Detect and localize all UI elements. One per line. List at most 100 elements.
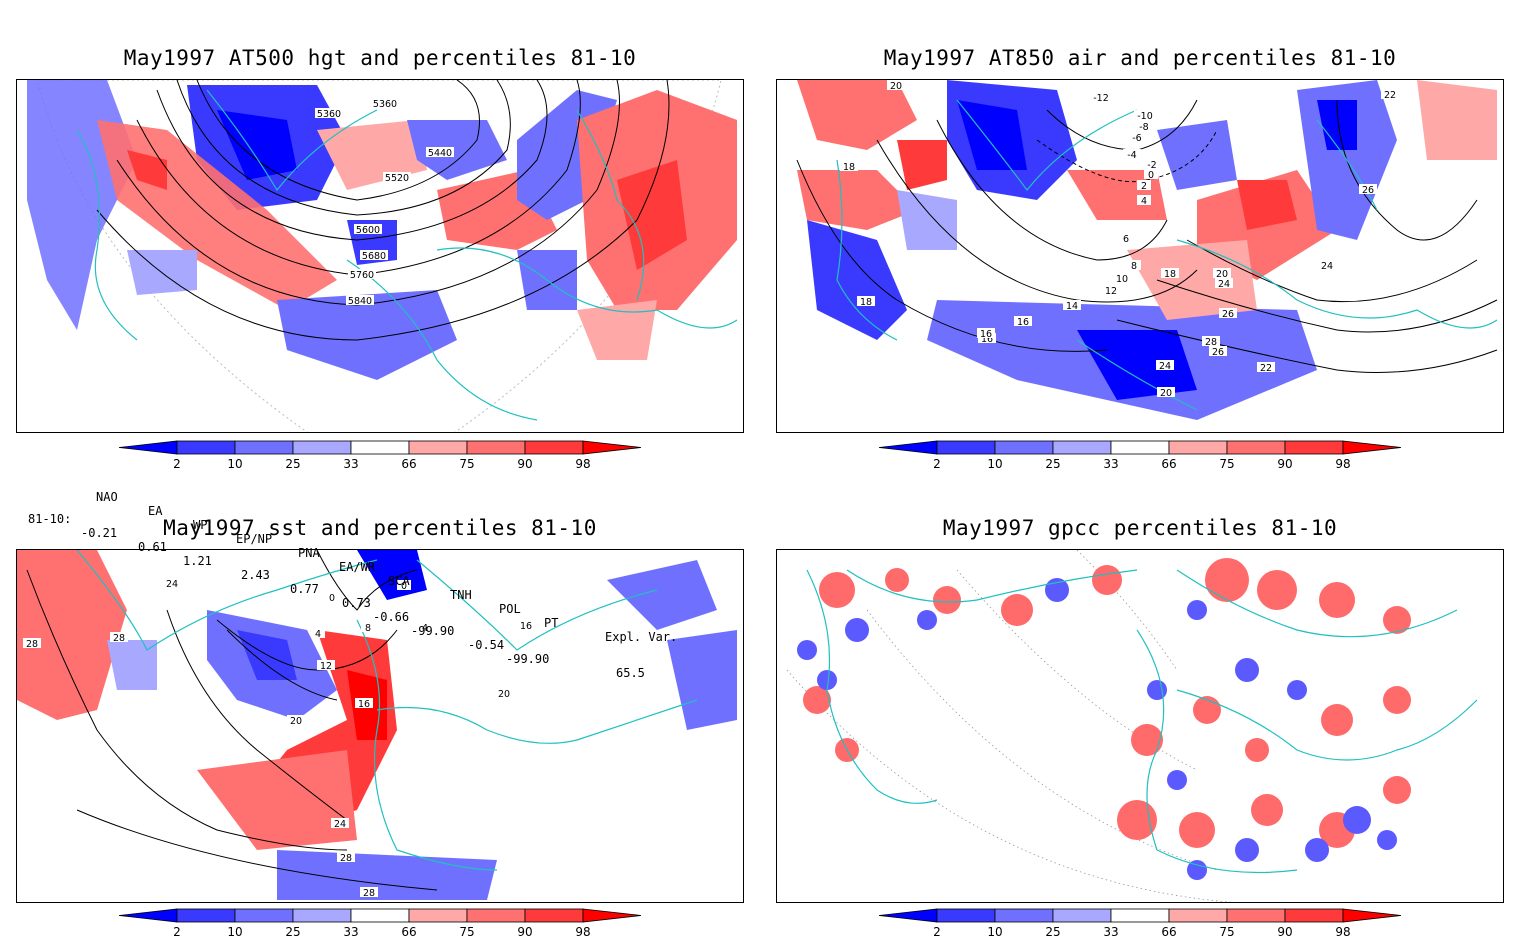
- anomaly-red: [797, 170, 917, 230]
- colorbar-segment: [176, 908, 236, 923]
- index-value-tnh: -99.90: [411, 624, 455, 638]
- contour-label: 18: [860, 297, 872, 308]
- contour-label: 5760: [350, 270, 374, 281]
- colorbar-segment: [1052, 908, 1112, 923]
- colorbar-arrow-high: [582, 440, 642, 455]
- colorbar-segment: [1168, 908, 1228, 923]
- index-header-row: NAO EA WP EP/NP PNA EA/WR SCA TNH POL PT…: [96, 476, 677, 644]
- colorbar-tick-label: 75: [1219, 925, 1234, 939]
- colorbar-segment: [350, 908, 410, 923]
- anomaly-blue: [277, 850, 497, 900]
- colorbar-tick-label: 25: [1045, 457, 1060, 471]
- contour-label: 22: [1384, 90, 1396, 101]
- anomaly-red: [897, 140, 947, 190]
- contour-label: 4: [315, 629, 321, 640]
- colorbar-segment: [292, 440, 352, 455]
- contour-label: 16: [1017, 317, 1029, 328]
- colorbar-segment: [408, 440, 468, 455]
- index-header-wp: WP: [193, 518, 208, 532]
- index-header-pt: PT: [544, 616, 559, 630]
- colorbar-segment: [176, 440, 236, 455]
- colorbar-tick-label: 90: [1277, 457, 1292, 471]
- contour-label: -8: [1139, 122, 1148, 133]
- colorbar-tick-label: 98: [575, 457, 590, 471]
- contour-label: 16: [358, 699, 370, 710]
- colorbar-tick-label: 25: [285, 925, 300, 939]
- anomaly-red: [197, 750, 357, 850]
- colorbar-tick-label: 2: [933, 925, 941, 939]
- anomaly-blue: [607, 560, 717, 630]
- contour-label: 28: [340, 853, 352, 864]
- colorbar-segment: [1284, 440, 1344, 455]
- colorbar-arrow-low: [118, 908, 178, 923]
- contour-label: 26: [1362, 185, 1374, 196]
- index-value-ea: 0.61: [138, 540, 167, 554]
- contour-label: 12: [1105, 286, 1117, 297]
- gpcc-red-speckle: [803, 558, 1411, 848]
- map-panel-hgt: 5360 5360 5440 5520 5600 5680 5760 5840: [16, 79, 744, 433]
- anomaly-red: [617, 160, 687, 270]
- index-header-nao: NAO: [96, 490, 118, 504]
- map-panel-gpcc: [776, 549, 1504, 903]
- contour-label: 20: [1216, 269, 1228, 280]
- anomaly-blue: [1157, 120, 1237, 190]
- colorbar-tick-label: 33: [1103, 457, 1118, 471]
- colorbar-segment: [524, 908, 584, 923]
- map-air: 20 18 18 16 -12 -10 -8 -6 -4 -2 0 2 4 6 …: [796, 80, 1498, 420]
- index-header-tnh: TNH: [450, 588, 472, 602]
- colorbar-segment: [936, 908, 996, 923]
- colorbar-tick-label: 25: [285, 457, 300, 471]
- contour-label: 22: [1260, 363, 1272, 374]
- contour-label: -6: [1132, 133, 1141, 144]
- map-sst: 24 28 28 0 0 4 8 4 12 16 16 20 20 24 28 …: [17, 550, 737, 900]
- anomaly-blue: [217, 110, 297, 180]
- anomaly-blue: [407, 120, 507, 180]
- colorbar-sst: 2 10 25 33 66 75 90 98: [115, 908, 655, 948]
- colorbar-tick-label: 66: [1161, 457, 1176, 471]
- contour-label: -10: [1137, 111, 1153, 122]
- colorbar-tick-label: 90: [1277, 925, 1292, 939]
- colorbar-arrow-low: [878, 440, 938, 455]
- panel-title-hgt: May1997 AT500 hgt and percentiles 81-10: [123, 46, 637, 70]
- colorbar-segment: [936, 440, 996, 455]
- contour-label: 8: [365, 623, 371, 634]
- colorbar-arrow-high: [1342, 908, 1402, 923]
- panel-title-gpcc: May1997 gpcc percentiles 81-10: [942, 516, 1338, 540]
- contour-label: 24: [1159, 361, 1171, 372]
- contour-label: 20: [498, 689, 510, 700]
- colorbar-tick-label: 98: [1335, 457, 1350, 471]
- colorbar-tick-label: 98: [1335, 925, 1350, 939]
- contour-label: 24: [1218, 279, 1230, 290]
- contour-label: -12: [1093, 93, 1109, 104]
- index-value-epnp: 2.43: [241, 568, 270, 582]
- index-header-sca: SCA: [388, 574, 410, 588]
- index-value-pna: 0.77: [290, 582, 319, 596]
- contour-label: 24: [1321, 261, 1333, 272]
- colorbar-tick-label: 66: [1161, 925, 1176, 939]
- anomaly-red: [577, 300, 657, 360]
- colorbar-tick-label: 33: [1103, 925, 1118, 939]
- colorbar-tick-label: 75: [1219, 457, 1234, 471]
- colorbar-segment: [994, 908, 1054, 923]
- colorbar-tick-label: 75: [459, 457, 474, 471]
- contour-label: 12: [320, 661, 332, 672]
- colorbar-segment: [1110, 440, 1170, 455]
- colorbar-tick-label: 2: [173, 925, 181, 939]
- colorbar-segment: [466, 908, 526, 923]
- anomaly-red: [1417, 80, 1497, 160]
- contour-label: 0: [1148, 170, 1154, 181]
- colorbar-tick-label: 75: [459, 925, 474, 939]
- index-header-pol: POL: [499, 602, 521, 616]
- anomaly-blue: [107, 640, 157, 690]
- anomaly-blue: [27, 80, 137, 330]
- contour-label: 5680: [362, 251, 386, 262]
- colorbar-segment: [524, 440, 584, 455]
- contour-label: 5520: [385, 173, 409, 184]
- colorbar-segment: [1226, 440, 1286, 455]
- colorbar-tick-label: 66: [401, 925, 416, 939]
- contour-label: 26: [1212, 347, 1224, 358]
- colorbar-tick-label: 33: [343, 925, 358, 939]
- anomaly-red: [797, 80, 917, 150]
- contour-label: 5440: [428, 148, 452, 159]
- colorbar-tick-label: 90: [517, 925, 532, 939]
